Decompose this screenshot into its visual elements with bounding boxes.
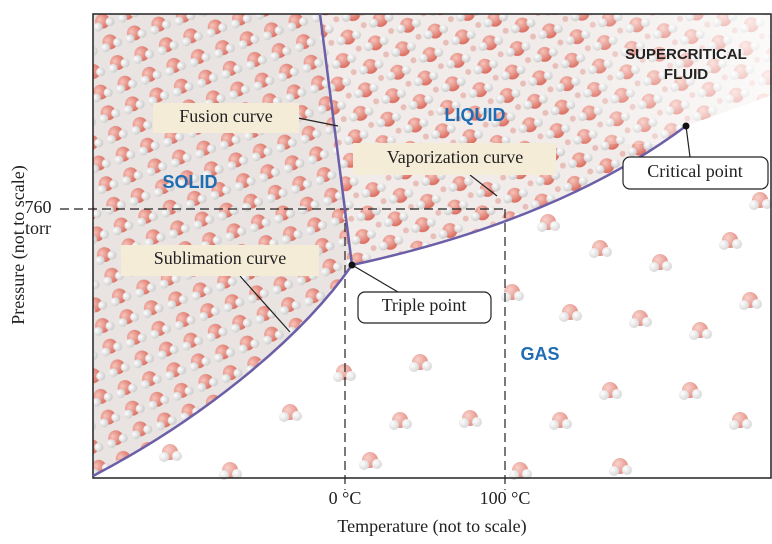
gas-label: GAS — [520, 344, 559, 364]
y-tick-unit: torr — [25, 218, 51, 238]
phase-curves — [92, 13, 687, 478]
reference-lines — [60, 208, 506, 490]
leader-lines — [239, 117, 691, 333]
liquid-label: LIQUID — [445, 105, 506, 125]
triple-label-box — [357, 291, 492, 324]
supercritical-label: FLUID — [664, 66, 708, 83]
y-tick-label: 760 — [25, 197, 52, 217]
x-tick-label: 0 °C — [329, 488, 362, 508]
x-axis-title: Temperature (not to scale) — [337, 516, 526, 537]
fusion-label-box — [153, 103, 299, 133]
sublimation-curve-label: Sublimation curve — [154, 248, 286, 268]
plot-frame — [92, 13, 772, 479]
supercritical-fade — [560, 14, 772, 144]
vaporization-curve-label: Vaporization curve — [387, 147, 523, 167]
fusion-curve-label: Fusion curve — [179, 106, 273, 126]
sublimation-label-box — [121, 245, 319, 276]
triple-point-label: Triple point — [382, 295, 467, 315]
supercritical-label: SUPERCRITICAL — [625, 46, 747, 63]
critical-label-box — [622, 156, 769, 190]
triple-point-marker — [348, 261, 356, 269]
x-tick-label: 100 °C — [480, 488, 531, 508]
y-axis-title: Pressure (not to scale) — [8, 165, 29, 324]
critical-point-marker — [682, 122, 690, 130]
solid-label: SOLID — [162, 172, 217, 192]
critical-point-label: Critical point — [647, 161, 742, 181]
vaporization-label-box — [353, 143, 556, 175]
